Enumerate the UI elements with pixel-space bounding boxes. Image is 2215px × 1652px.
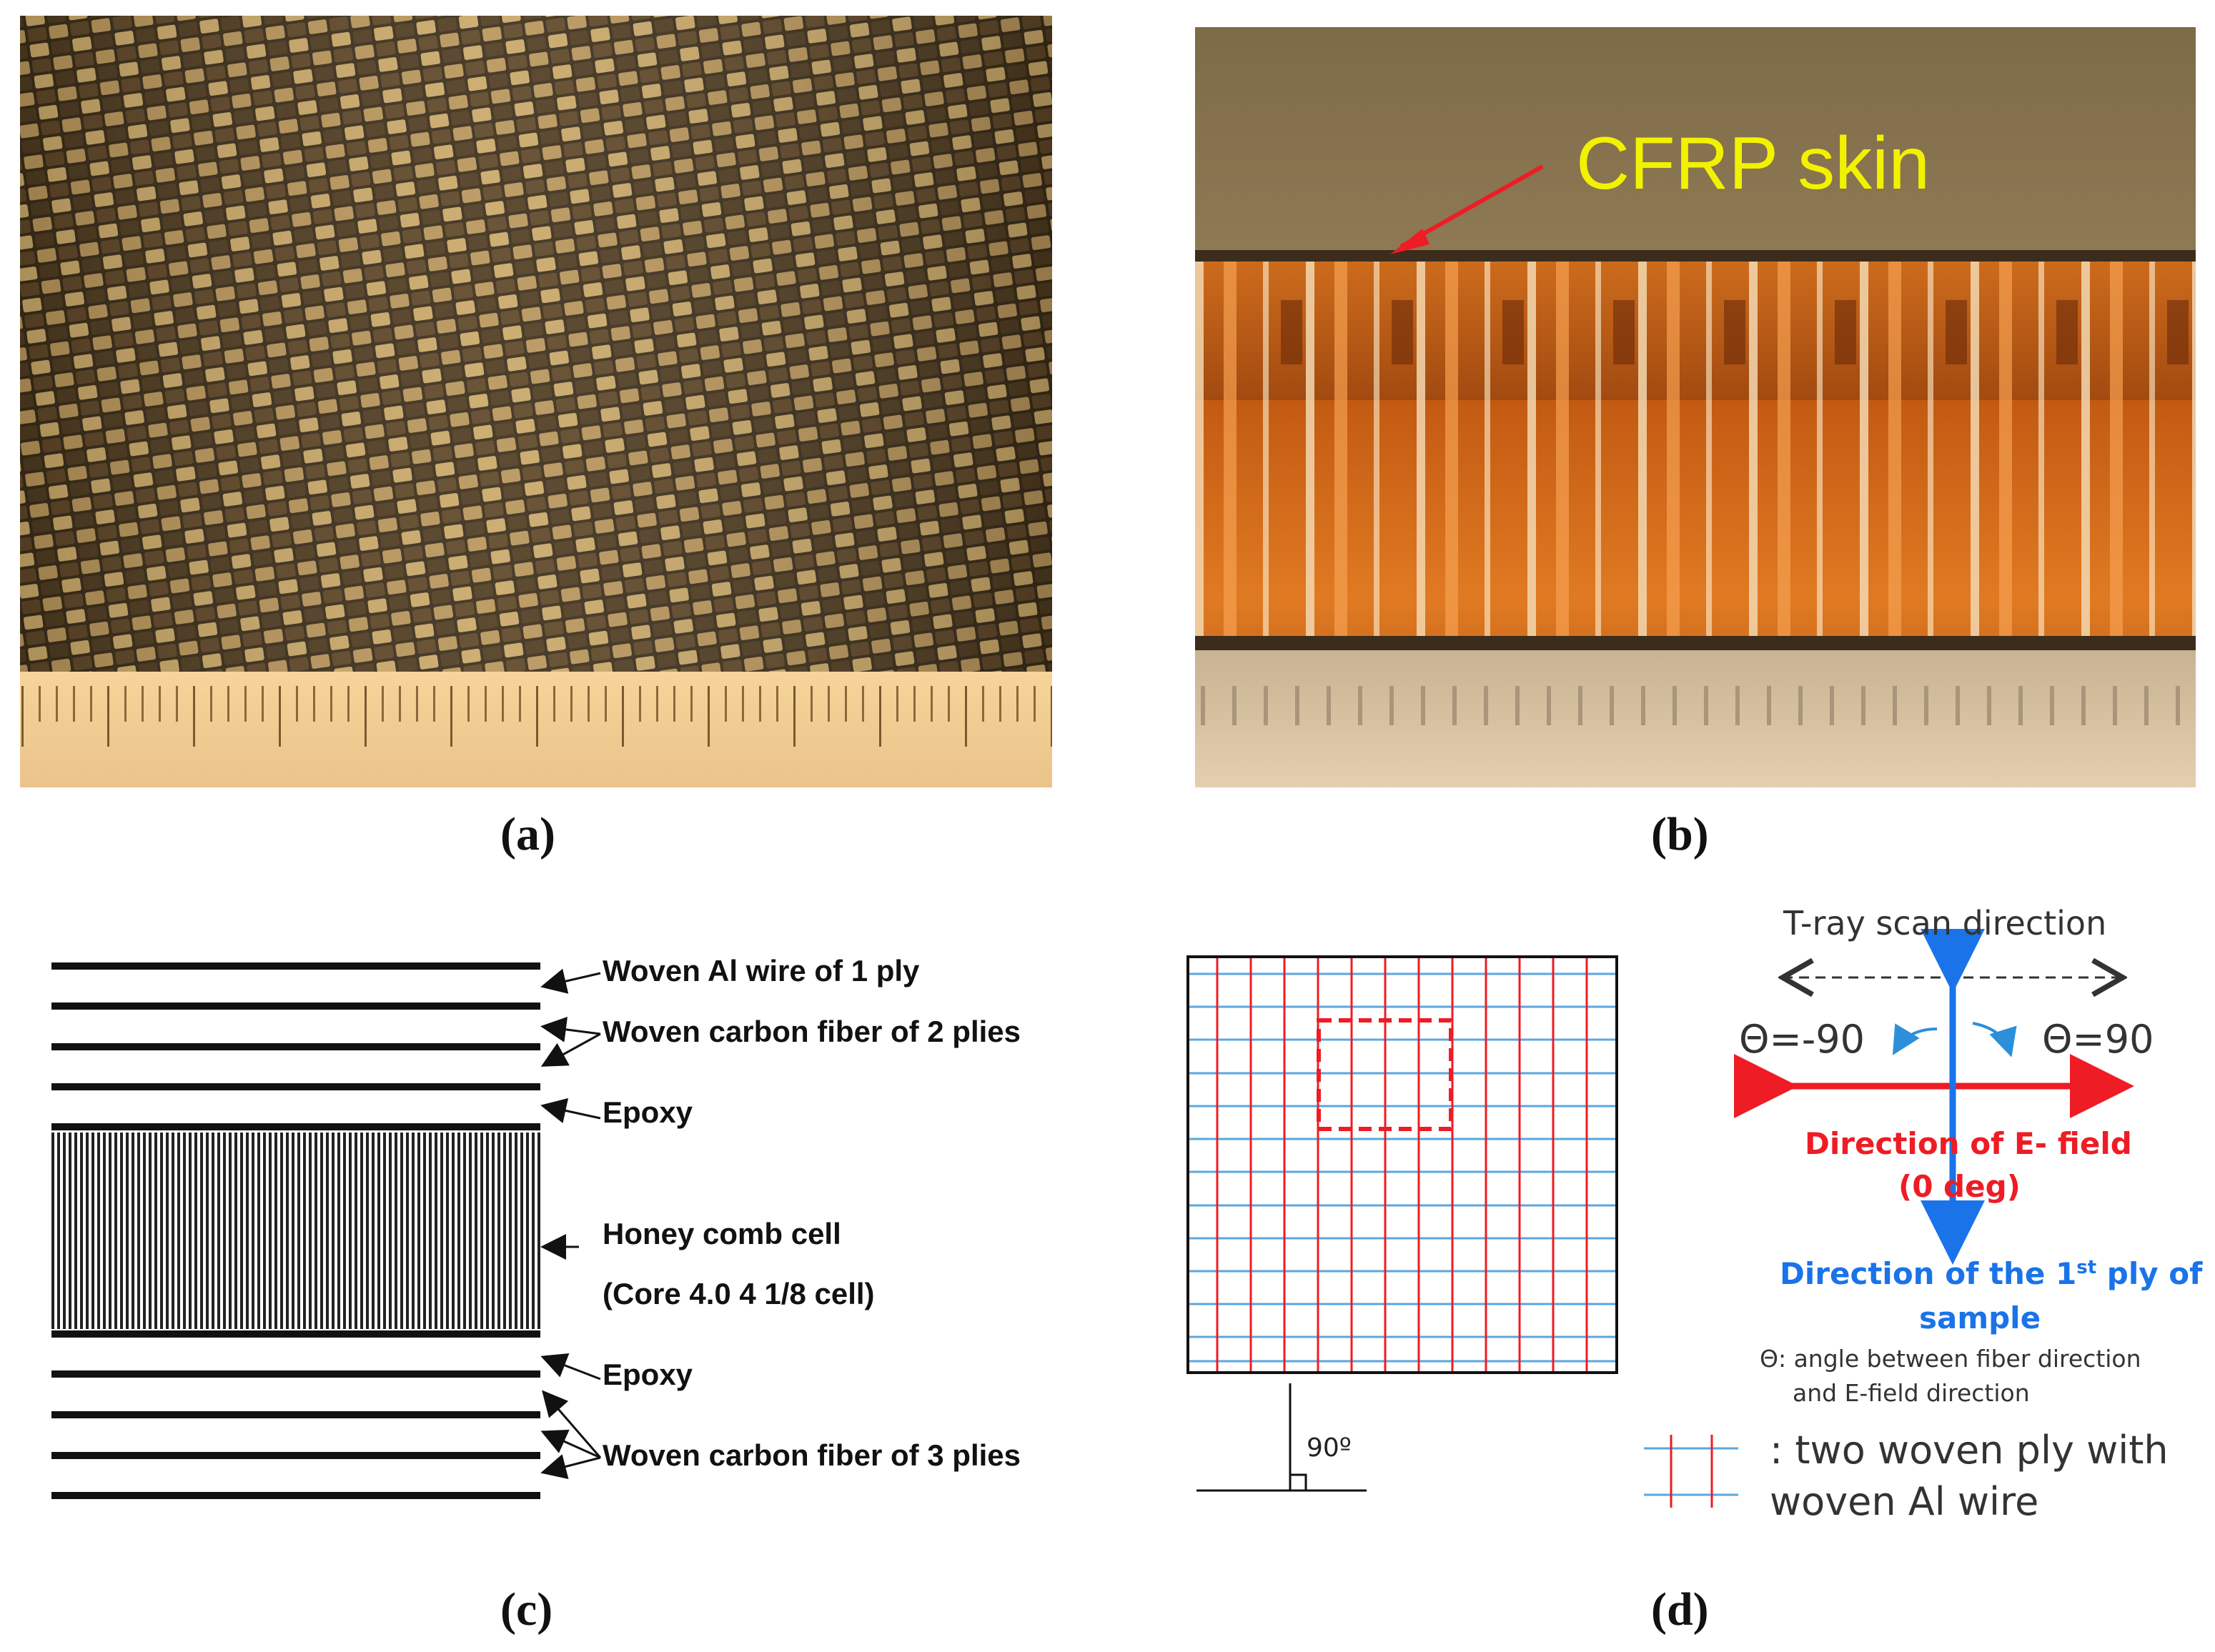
panel-label-a: (a) — [500, 808, 555, 860]
panel-label-b: (b) — [1651, 808, 1709, 860]
cfrp-skin-callout: CFRP skin — [1576, 122, 1931, 205]
red-grid-lines — [1216, 958, 1588, 1371]
theta-pos-label: Θ=90 — [2042, 1017, 2154, 1062]
label-epoxy-bottom: Epoxy — [603, 1358, 693, 1391]
ply-line-3 — [51, 1043, 540, 1050]
sample-outline — [1186, 955, 1618, 1374]
efield-label-line1: Direction of E- field — [1805, 1126, 2132, 1161]
efield-label-line2: (0 deg) — [1898, 1169, 2021, 1204]
label-epoxy-top: Epoxy — [603, 1095, 693, 1129]
label-core-spec: (Core 4.0 4 1/8 cell) — [603, 1277, 875, 1310]
legend-text-line2: woven Al wire — [1770, 1479, 2039, 1524]
scan-region-box — [1317, 1018, 1453, 1131]
scan-direction-label: T-ray scan direction — [1783, 904, 2107, 942]
blue-grid-lines — [1189, 972, 1615, 1363]
panel-label-c: (c) — [500, 1583, 553, 1636]
theta-definition-line1: Θ: angle between fiber direction — [1760, 1345, 2141, 1373]
ply-line-4 — [51, 1083, 540, 1090]
ply-direction-label: Direction of the 1st ply of — [1780, 1256, 2203, 1291]
ply-direction-label-line2: sample — [1919, 1300, 2041, 1335]
callout-arrow — [1399, 164, 1544, 249]
ply-line-1 — [51, 962, 540, 970]
theta-definition-line2: and E-field direction — [1793, 1379, 2030, 1407]
theta-neg-label: Θ=-90 — [1739, 1017, 1865, 1062]
honeycomb-core — [51, 1133, 540, 1329]
ply-line-2 — [51, 1002, 540, 1010]
legend-text-line1: : two woven ply with — [1770, 1428, 2169, 1473]
label-al-wire-ply: Woven Al wire of 1 ply — [603, 954, 920, 987]
panel-label-d: (d) — [1651, 1583, 1709, 1636]
label-carbon-2-plies: Woven carbon fiber of 2 plies — [603, 1015, 1021, 1048]
label-carbon-3-plies: Woven carbon fiber of 3 plies — [603, 1438, 1021, 1472]
ply-line-5 — [51, 1123, 540, 1130]
angle-label: 90º — [1307, 1433, 1352, 1463]
label-honeycomb-cell: Honey comb cell — [603, 1217, 841, 1250]
legend-grid-symbol — [1644, 1435, 1738, 1508]
